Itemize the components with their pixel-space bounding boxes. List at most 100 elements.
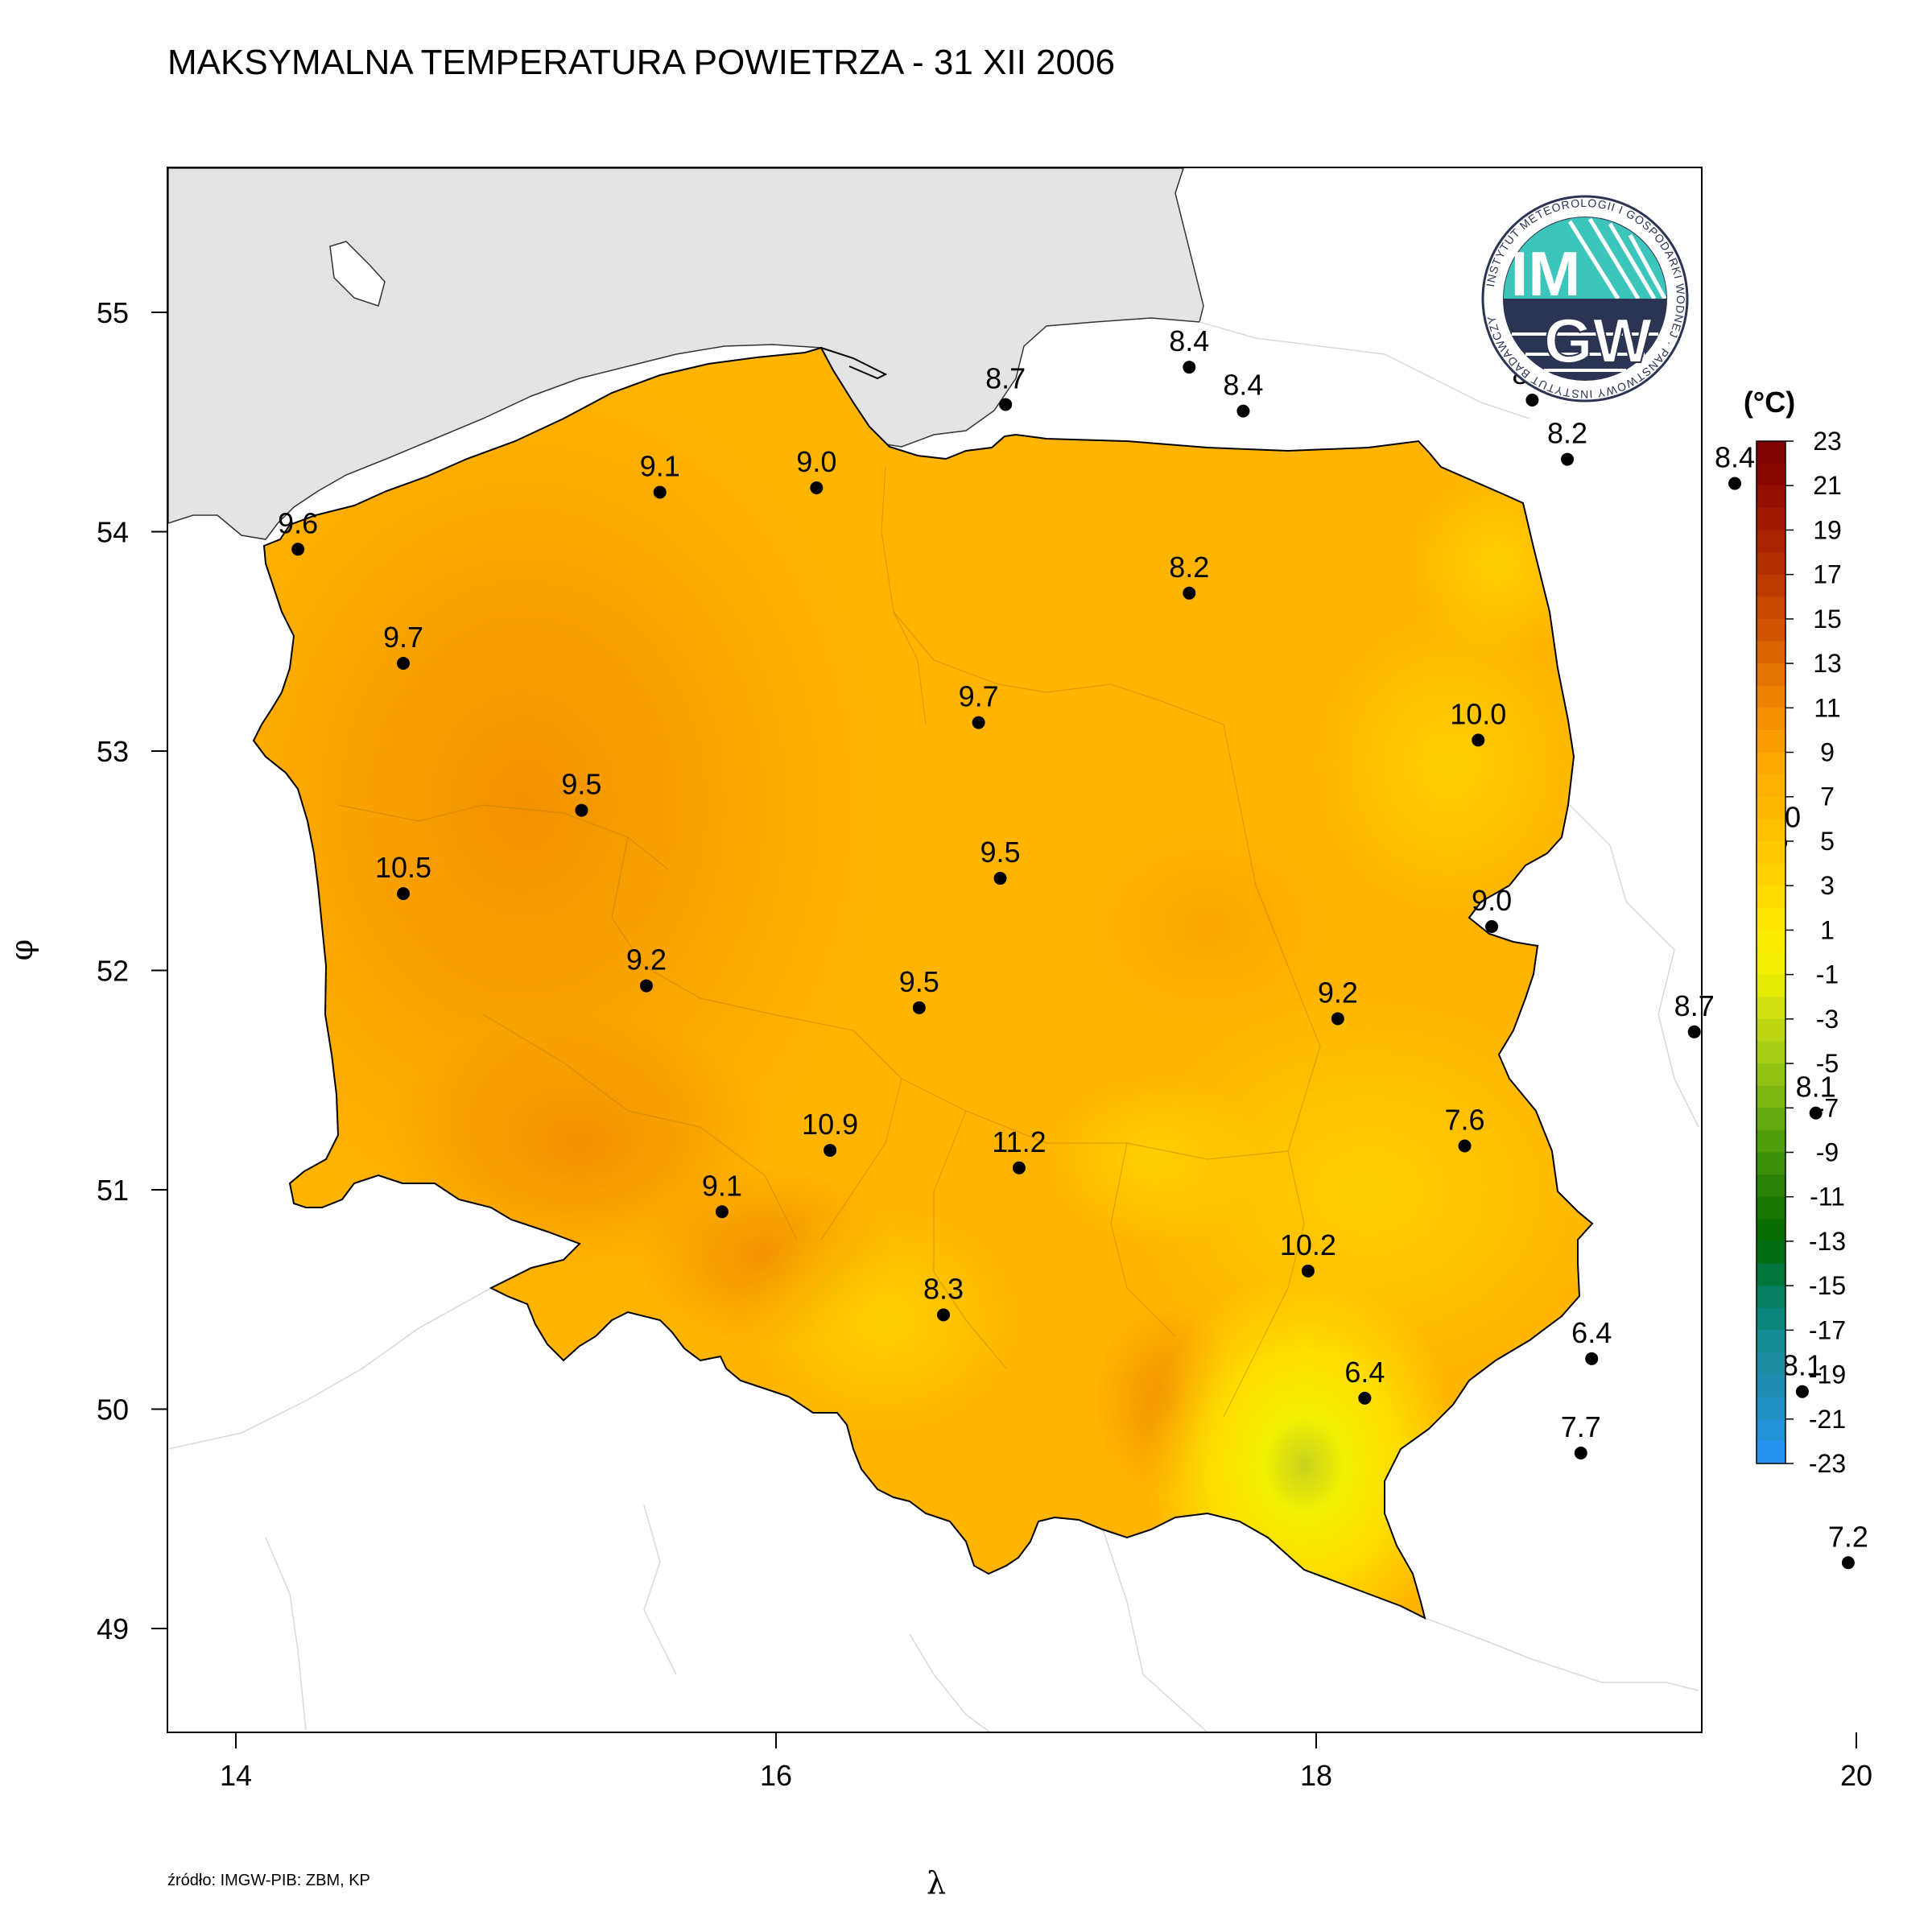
colorbar-band — [1757, 1063, 1785, 1087]
station-dot — [1841, 1556, 1855, 1570]
station-dot — [1012, 1161, 1026, 1174]
colorbar-band — [1757, 840, 1785, 865]
station-value-label: 10.0 — [1450, 697, 1506, 730]
station-value-label: 10.2 — [1280, 1228, 1336, 1261]
station-dot — [1525, 394, 1539, 407]
station-dot — [639, 979, 653, 993]
y-tick-label: 53 — [97, 735, 129, 768]
logo-top-text: IM — [1511, 238, 1581, 309]
station-value-label: 7.2 — [1828, 1520, 1868, 1553]
colorbar-band — [1757, 1085, 1785, 1108]
station-value-label: 8.1 — [1782, 1349, 1823, 1382]
colorbar-band — [1757, 729, 1785, 753]
station-value-label: 9.2 — [626, 943, 667, 976]
station-value-label: 9.6 — [278, 506, 318, 539]
station-value-label: 8.4 — [1715, 441, 1755, 474]
station-dot — [999, 398, 1013, 411]
station-value-label: 9.1 — [702, 1169, 742, 1202]
station-value-label: 9.5 — [899, 965, 939, 998]
colorbar-label: 9 — [1820, 738, 1835, 767]
colorbar-band — [1757, 752, 1785, 775]
colorbar-label: 15 — [1813, 605, 1842, 634]
station-dot — [937, 1308, 951, 1322]
stations-layer: 9.69.19.08.78.48.48.38.28.48.67.68.78.68… — [278, 324, 1868, 1570]
colorbar-band — [1757, 1174, 1785, 1198]
colorbar-band — [1757, 863, 1785, 886]
station-dot — [715, 1205, 729, 1219]
station-value-label: 8.2 — [1169, 551, 1209, 584]
station-value-label: 11.2 — [992, 1125, 1046, 1158]
station-value-label: 9.2 — [1318, 976, 1358, 1009]
station-dot — [575, 803, 588, 817]
colorbar-band — [1757, 530, 1785, 553]
colorbar-band — [1757, 1374, 1785, 1397]
colorbar-band — [1757, 1018, 1785, 1042]
colorbar-band — [1757, 1330, 1785, 1353]
station-dot — [397, 657, 411, 670]
colorbar-band — [1757, 663, 1785, 687]
station-dot — [1472, 733, 1485, 747]
colorbar-band — [1757, 552, 1785, 576]
colorbar-band — [1757, 1108, 1785, 1131]
source-note: źródło: IMGW-PIB: ZBM, KP — [167, 1872, 370, 1889]
station-dot — [972, 716, 985, 729]
colorbar-band — [1757, 907, 1785, 931]
colorbar-label: 7 — [1820, 782, 1835, 811]
colorbar-label: 23 — [1813, 427, 1842, 456]
y-axis-name: φ — [4, 939, 39, 961]
x-tick-label: 16 — [760, 1759, 792, 1792]
colorbar-band — [1757, 641, 1785, 664]
station-dot — [1301, 1264, 1315, 1278]
colorbar-band — [1757, 1352, 1785, 1376]
colorbar-unit: (°C) — [1744, 386, 1795, 419]
colorbar-band — [1757, 441, 1785, 464]
y-tick-label: 49 — [97, 1612, 129, 1645]
colorbar-band — [1757, 774, 1785, 798]
colorbar-band — [1757, 708, 1785, 731]
colorbar-band — [1757, 886, 1785, 909]
colorbar-band — [1757, 952, 1785, 976]
colorbar-band — [1757, 1441, 1785, 1464]
colorbar-band — [1757, 507, 1785, 531]
station-value-label: 9.5 — [980, 836, 1020, 869]
station-value-label: 9.7 — [383, 621, 423, 654]
imgw-logo: IM GW INSTYTUT METEOROLOGII I GOSPODARKI… — [1481, 195, 1689, 402]
plot-frame — [167, 167, 1703, 1733]
station-dot — [1458, 1139, 1472, 1153]
station-value-label: 9.1 — [640, 449, 680, 482]
colorbar-band — [1757, 1307, 1785, 1331]
station-dot — [1574, 1447, 1587, 1459]
station-value-label: 6.4 — [1571, 1316, 1612, 1349]
colorbar-label: -5 — [1816, 1049, 1839, 1078]
colorbar-band — [1757, 997, 1785, 1020]
colorbar-label: -7 — [1816, 1093, 1839, 1122]
colorbar-band — [1757, 1219, 1785, 1242]
colorbar-band — [1757, 1129, 1785, 1154]
lake — [329, 241, 386, 307]
colorbar-band — [1757, 974, 1785, 997]
logo-bottom-text: GW — [1544, 305, 1653, 376]
station-value-label: 10.9 — [802, 1108, 858, 1141]
station-value-label: 8.4 — [1223, 369, 1263, 402]
colorbar-label: 1 — [1820, 915, 1835, 944]
y-tick-label: 52 — [97, 955, 129, 988]
station-value-label: 9.0 — [796, 445, 836, 478]
station-value-label: 8.7 — [985, 361, 1026, 394]
colorbar-band — [1757, 597, 1785, 620]
colorbar-band — [1757, 574, 1785, 597]
station-value-label: 6.4 — [1344, 1356, 1385, 1389]
station-dot — [397, 887, 411, 901]
colorbar-band — [1757, 463, 1785, 486]
chart-title: MAKSYMALNA TEMPERATURA POWIETRZA - 31 XI… — [167, 43, 1115, 82]
station-value-label: 10.5 — [375, 851, 431, 884]
station-value-label: 7.7 — [1561, 1410, 1601, 1443]
colorbar-band — [1757, 1418, 1785, 1442]
region-borders — [337, 466, 1321, 1418]
colorbar-label: 11 — [1814, 693, 1840, 722]
station-dot — [912, 1001, 926, 1014]
y-tick-label: 50 — [97, 1393, 129, 1426]
colorbar-label: -9 — [1816, 1137, 1839, 1166]
station-dot — [810, 481, 824, 494]
station-dot — [1331, 1012, 1344, 1026]
